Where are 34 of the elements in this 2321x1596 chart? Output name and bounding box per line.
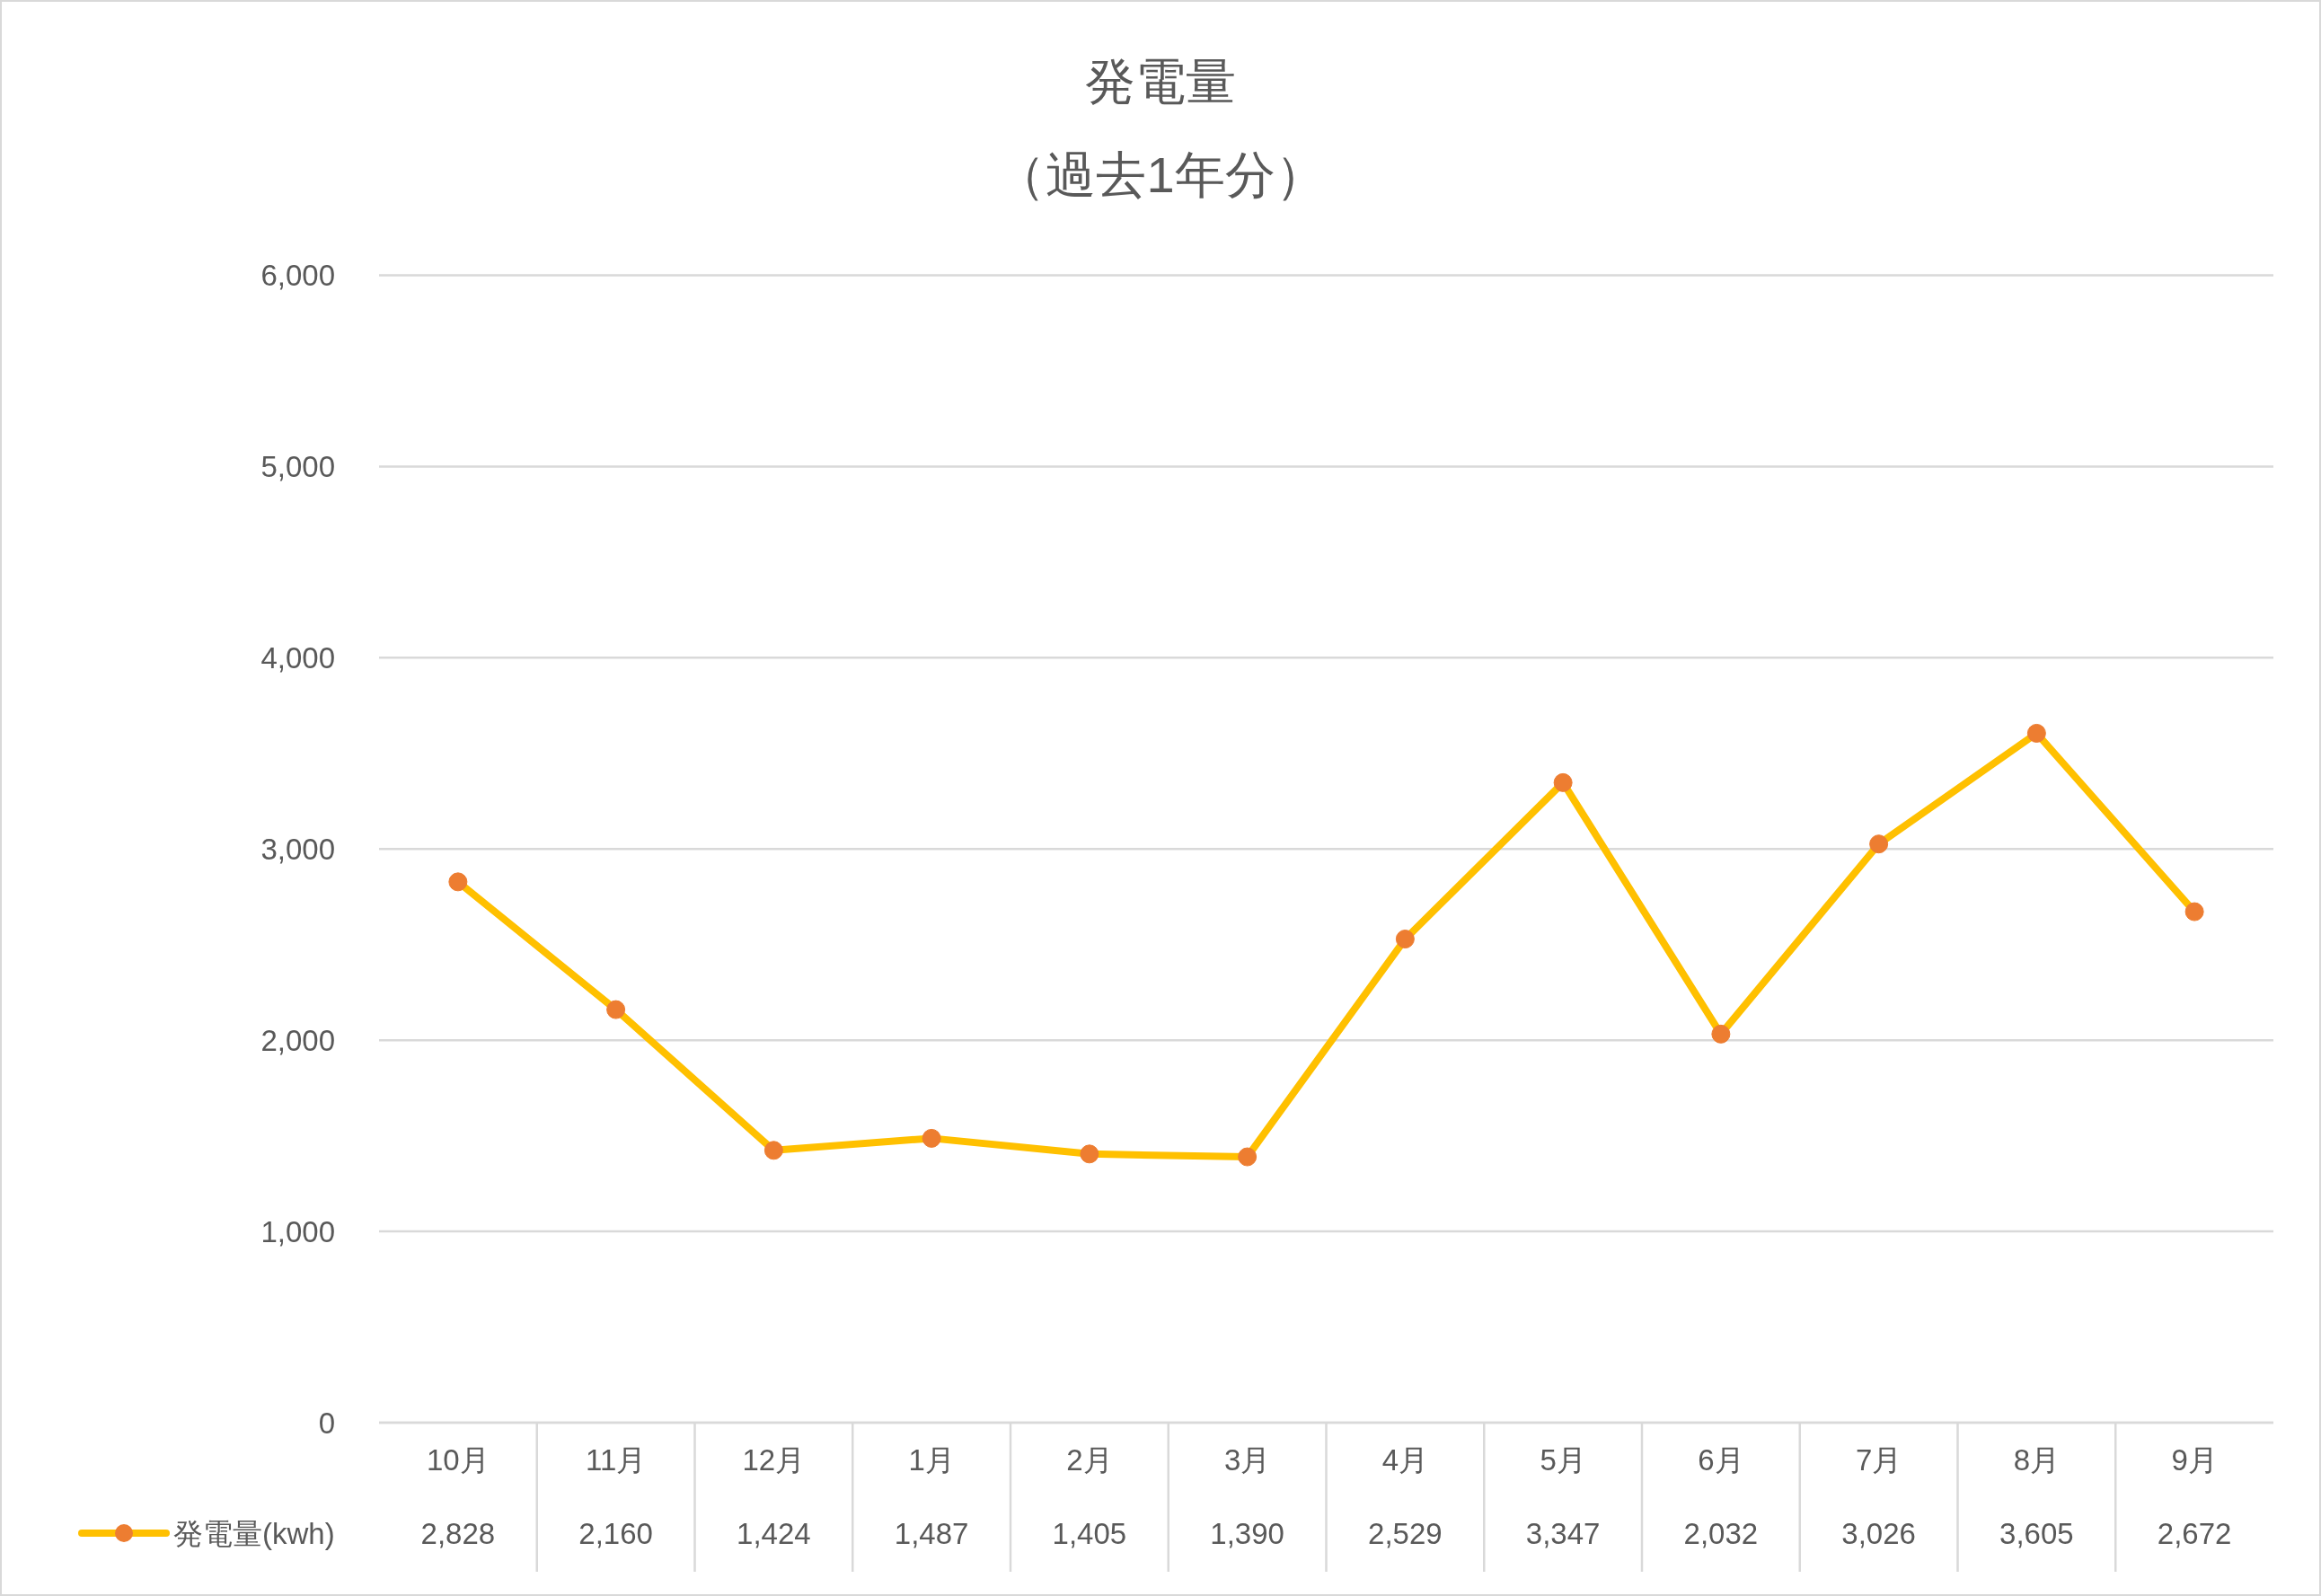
y-tick-label: 4,000 [260, 640, 335, 675]
data-label: 1,424 [737, 1516, 811, 1550]
x-tick-label: 1月 [908, 1442, 955, 1477]
x-tick-label: 9月 [2171, 1442, 2218, 1477]
data-label: 1,487 [894, 1516, 969, 1550]
data-label: 3,026 [1841, 1516, 1916, 1550]
y-tick-label: 2,000 [260, 1023, 335, 1057]
x-tick-label: 6月 [1698, 1442, 1744, 1477]
y-tick-label: 6,000 [260, 259, 335, 293]
data-label: 1,405 [1052, 1516, 1127, 1550]
x-tick-label: 2月 [1066, 1442, 1113, 1477]
x-tick-label: 7月 [1855, 1442, 1902, 1477]
data-label: 2,032 [1683, 1516, 1759, 1550]
y-tick-label: 1,000 [260, 1214, 335, 1248]
chart-subtitle: （過去1年分） [995, 146, 1326, 203]
y-tick-label: 3,000 [260, 832, 335, 866]
y-tick-label: 5,000 [260, 449, 335, 483]
x-tick-label: 5月 [1540, 1442, 1586, 1477]
chart-title: 発電量 [1085, 53, 1236, 110]
legend-label: 発電量(kwh) [173, 1516, 335, 1550]
data-label: 2,828 [420, 1516, 496, 1550]
x-tick-label: 10月 [427, 1442, 490, 1477]
x-tick-label: 11月 [585, 1442, 647, 1477]
data-label: 2,529 [1368, 1516, 1443, 1550]
data-label: 2,160 [578, 1516, 653, 1550]
data-label: 3,347 [1525, 1516, 1601, 1550]
x-tick-label: 12月 [742, 1442, 806, 1477]
x-tick-label: 8月 [2013, 1442, 2061, 1477]
data-label: 3,605 [1999, 1516, 2074, 1550]
data-label: 2,672 [2157, 1516, 2232, 1550]
x-tick-label: 3月 [1223, 1442, 1271, 1477]
x-tick-label: 4月 [1381, 1442, 1429, 1477]
data-label: 1,390 [1210, 1516, 1284, 1550]
y-tick-label: 0 [318, 1406, 335, 1440]
